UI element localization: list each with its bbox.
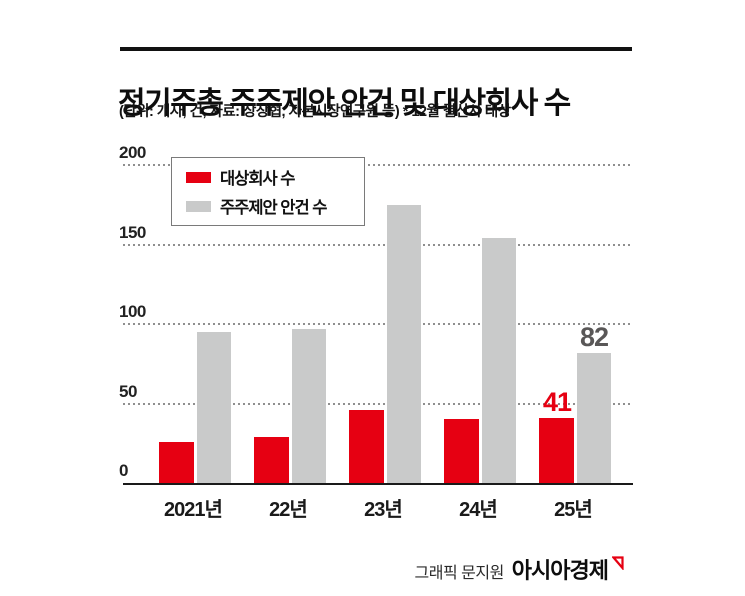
value-label-41: 41	[542, 386, 572, 417]
asia-economy-logo-icon	[611, 556, 624, 575]
x-axis-label-25년: 25년	[554, 499, 593, 521]
bar-gray-2021년	[197, 331, 231, 483]
legend-label: 주주제안 안건 수	[220, 199, 327, 217]
gridline-100	[123, 323, 633, 325]
credit-line: 그래픽 문지원 아시아경제	[415, 553, 628, 585]
x-axis-line	[123, 483, 633, 485]
bar-red-2021년	[159, 441, 194, 483]
value-label-82: 82	[579, 321, 609, 352]
legend-item-1: 주주제안 안건 수	[186, 194, 354, 218]
x-axis-label-2021년: 2021년	[164, 499, 223, 521]
bar-red-25년	[539, 417, 574, 483]
bar-gray-22년	[292, 328, 326, 483]
chart-title: 정기주총 주주제안 안건 및 대상회사 수	[118, 87, 571, 121]
legend-label: 대상회사 수	[220, 170, 295, 188]
bar-gray-25년	[577, 352, 611, 483]
legend-swatch-icon	[186, 200, 211, 212]
gridline-50	[123, 402, 633, 405]
graphic-credit: 그래픽 문지원	[414, 565, 505, 582]
y-axis-tick-200: 200	[119, 143, 146, 162]
title-rule	[120, 47, 632, 51]
gridline-200	[123, 164, 633, 166]
bar-gray-23년	[387, 204, 421, 483]
y-axis-tick-150: 150	[119, 222, 146, 242]
x-axis-label-24년: 24년	[459, 499, 498, 521]
bar-red-24년	[444, 419, 479, 483]
bar-gray-24년	[482, 238, 516, 483]
y-axis-tick-50: 50	[119, 381, 137, 401]
x-axis-label-22년: 22년	[269, 499, 308, 521]
y-axis-tick-100: 100	[119, 302, 146, 321]
bar-red-23년	[349, 409, 384, 483]
y-axis-tick-0: 0	[119, 461, 128, 480]
legend-swatch-icon	[186, 171, 211, 183]
bar-red-22년	[254, 436, 289, 483]
x-axis-label-23년: 23년	[364, 499, 403, 521]
gridline-150	[123, 243, 633, 246]
brand-name: 아시아경제	[511, 558, 609, 583]
chart-subtitle: (단위: 개사, 건, 자료: 상장협, 자본시장연구원 등) * 12월 결산…	[119, 104, 511, 120]
legend-item-0: 대상회사 수	[186, 165, 354, 189]
